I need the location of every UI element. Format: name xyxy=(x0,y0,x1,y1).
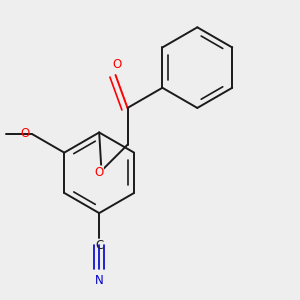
Text: O: O xyxy=(112,58,122,71)
Text: N: N xyxy=(95,274,103,287)
Text: O: O xyxy=(94,166,103,179)
Text: C: C xyxy=(95,239,103,252)
Text: O: O xyxy=(20,127,30,140)
